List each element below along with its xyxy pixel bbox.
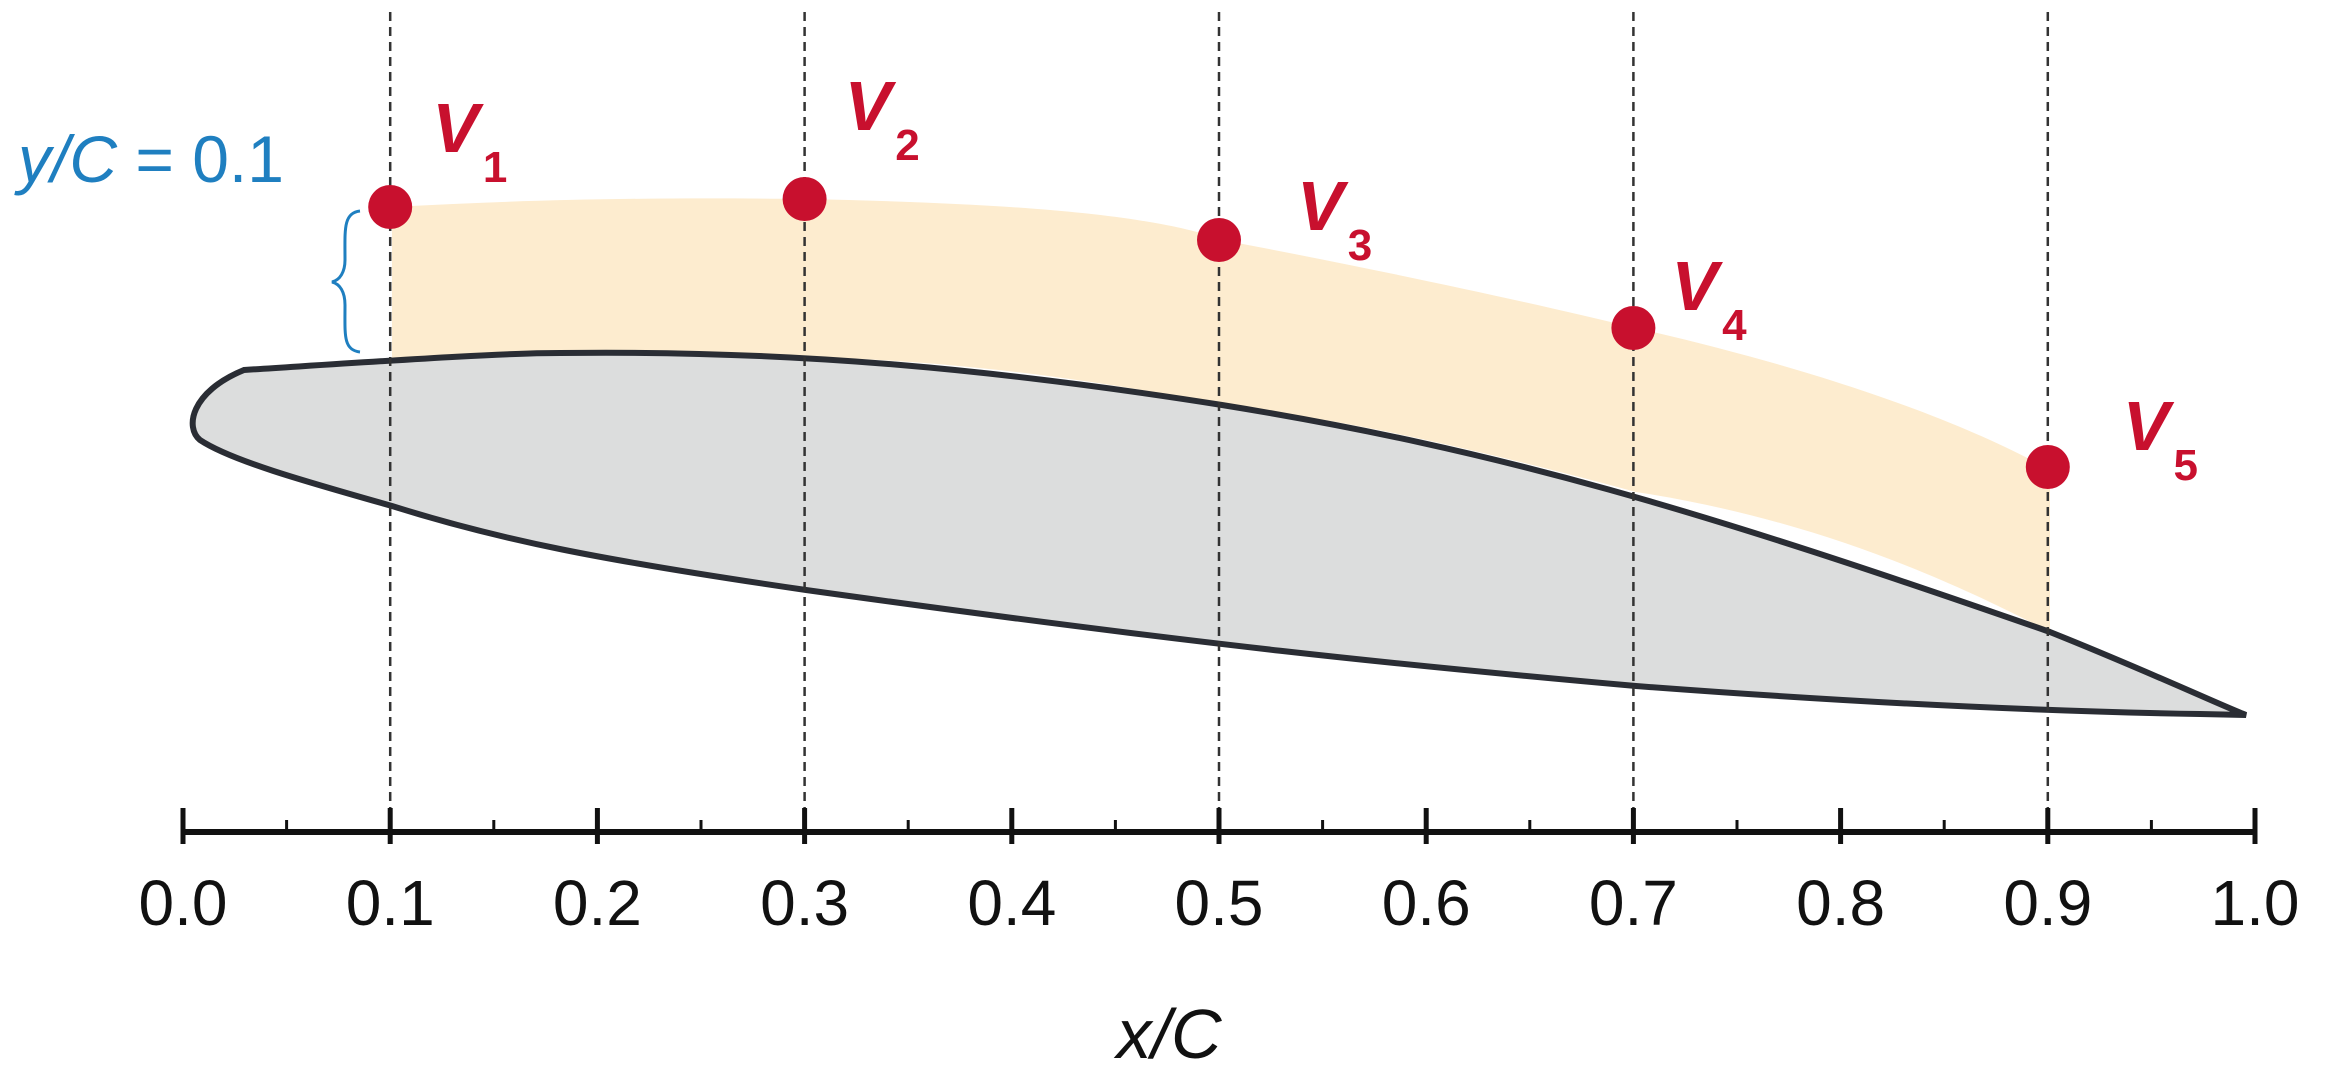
tick-label-0.5: 0.5 [1175, 867, 1264, 939]
x-axis-title: x/C [1114, 995, 1222, 1073]
tick-label-0.0: 0.0 [139, 867, 228, 939]
point-label-letter: V [845, 67, 897, 145]
point-label-letter: V [1671, 247, 1723, 325]
offset-label-italic: y/C [14, 122, 118, 196]
point-label-1: V1 [432, 89, 507, 192]
tick-label-1.0: 1.0 [2211, 867, 2300, 939]
point-label-subscript: 2 [895, 121, 919, 170]
tick-label-0.8: 0.8 [1796, 867, 1885, 939]
point-2 [782, 177, 827, 221]
point-label-3: V3 [1297, 167, 1372, 270]
point-label-5: V5 [2123, 387, 2198, 490]
point-label-subscript: 4 [1722, 301, 1747, 350]
point-label-subscript: 5 [2174, 441, 2198, 490]
guide-lines [388, 12, 2050, 830]
offset-band [392, 198, 2050, 632]
tick-label-0.4: 0.4 [967, 867, 1056, 939]
tick-label-0.7: 0.7 [1589, 867, 1678, 939]
point-label-letter: V [1297, 167, 1349, 245]
point-4 [1611, 306, 1656, 350]
point-5 [2025, 445, 2070, 489]
point-label-4: V4 [1671, 247, 1747, 350]
point-1 [368, 185, 413, 229]
x-axis: 0.0 0.1 0.2 0.3 0.4 0.5 0.6 0.7 0.8 0.9 1.0 [139, 808, 2300, 939]
point-label-letter: V [2123, 387, 2175, 465]
offset-label: y/C = 0.1 [14, 122, 284, 196]
point-label-letter: V [432, 89, 484, 167]
point-label-subscript: 1 [483, 143, 507, 192]
point-label-subscript: 3 [1348, 221, 1372, 270]
offset-label-rest: = 0.1 [117, 122, 284, 196]
tick-label-0.6: 0.6 [1382, 867, 1471, 939]
point-3 [1197, 218, 1241, 262]
airfoil-shape [189, 349, 2248, 718]
tick-label-0.1: 0.1 [346, 867, 435, 939]
point-label-2: V2 [845, 67, 920, 170]
tick-label-0.9: 0.9 [2003, 867, 2092, 939]
tick-label-0.2: 0.2 [553, 867, 642, 939]
tick-label-0.3: 0.3 [760, 867, 849, 939]
offset-bracket [331, 209, 361, 354]
